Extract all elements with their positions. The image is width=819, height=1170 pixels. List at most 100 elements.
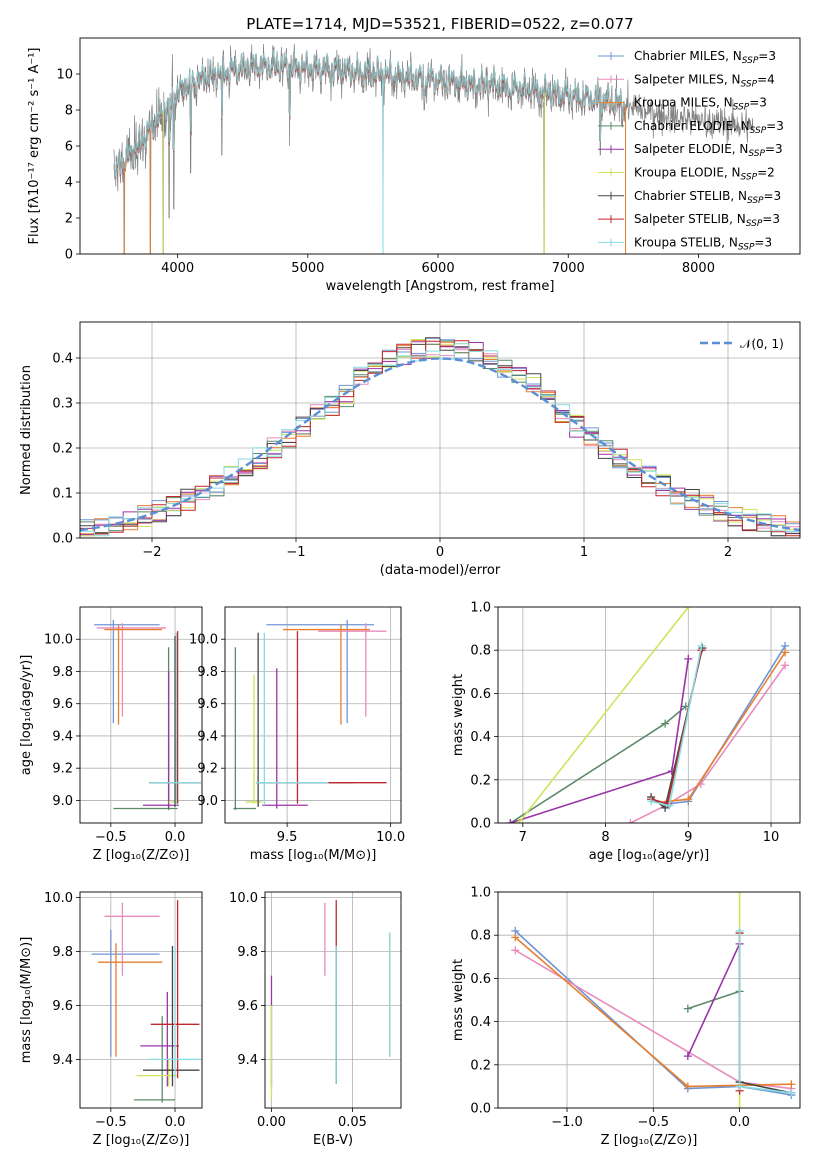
point-1 (104, 902, 160, 976)
panel-mass-vs-Z: −0.5 0.0 9.4 9.6 9.8 10.0 Z [log₁₀(Z/Z⊙)] mass … (19, 891, 203, 1148)
y-tick-label: 9.6 (197, 697, 218, 712)
point-0 (91, 929, 160, 1057)
plot-area (80, 337, 800, 537)
panel-mass-vs-EBV: 0.00 0.05 9.4 9.6 9.8 10.0 E(B-V) (229, 891, 402, 1148)
y-axis-label: Flux [fλ10⁻¹⁷ erg cm⁻² s⁻¹ A⁻¹] (27, 48, 42, 245)
y-tick-label: 1.0 (470, 601, 491, 616)
x-axis-label: age [log₁₀(age/yr)] (589, 848, 710, 863)
series-marker (506, 819, 515, 823)
x-axis-label: Z [log₁₀(Z/Z⊙)] (93, 1133, 190, 1148)
series-line-5 (518, 607, 689, 823)
x-tick-label: 0.0 (729, 1115, 750, 1130)
point-0 (94, 619, 160, 724)
y-tick-label: 9.4 (52, 729, 73, 744)
y-tick-label: 4 (65, 176, 73, 191)
y-tick-label: 10.0 (44, 891, 73, 906)
x-tick-label: 0 (436, 545, 444, 560)
x-tick-label: 10.0 (376, 830, 405, 845)
legend-label: Kroupa STELIB, NSSP=3 (634, 235, 772, 252)
panel-residuals: −2 −1 0 1 2 0.0 0.1 0.2 0.3 0.4 (data-model)/error… (19, 321, 801, 578)
series-line-8 (738, 930, 792, 1094)
series-marker (781, 648, 790, 657)
legend-label: Salpeter ELODIE, NSSP=3 (634, 142, 783, 159)
x-tick-label: 7000 (552, 261, 585, 276)
series-line-1 (630, 664, 786, 823)
y-tick-label: 0.4 (470, 1015, 491, 1030)
y-tick-label: 9.8 (197, 665, 218, 680)
legend-label: Chabrier ELODIE, NSSP=3 (634, 119, 784, 136)
y-tick-label: 10.0 (229, 891, 258, 906)
series-marker (735, 1104, 744, 1108)
y-axis-label: mass [log₁₀(M/M⊙)] (19, 937, 34, 1064)
series-marker (684, 654, 693, 663)
legend-entry: Salpeter STELIB, NSSP=3 (598, 212, 780, 229)
y-tick-label: 0.6 (470, 972, 491, 987)
y-tick-label: 9.6 (237, 999, 258, 1014)
x-tick-label: −1 (286, 545, 305, 560)
plot-area (233, 619, 387, 811)
y-tick-label: 0.0 (470, 817, 491, 832)
y-tick-label: 10.0 (189, 633, 218, 648)
legend-entry: Chabrier ELODIE, NSSP=3 (598, 119, 784, 136)
point-3 (233, 647, 257, 811)
series-line-4 (687, 943, 741, 1057)
histogram-7 (80, 340, 800, 537)
y-tick-label: 0.3 (52, 397, 73, 412)
x-axis-label: mass [log₁₀(M/M⊙)] (250, 848, 377, 863)
y-tick-label: 9.2 (52, 762, 73, 777)
series-marker (683, 1082, 692, 1091)
y-tick-label: 9.8 (237, 945, 258, 960)
y-tick-label: 0.8 (470, 929, 491, 944)
x-tick-label: −1.0 (551, 1115, 583, 1130)
series-marker (514, 819, 523, 823)
series-marker (697, 641, 706, 650)
axes-frame (497, 891, 801, 1109)
series-marker (735, 892, 744, 896)
point-8 (149, 632, 201, 806)
point-2 (104, 624, 163, 725)
panel-massweight-vs-Z: −1.0 −0.5 0.0 0.0 0.2 0.4 0.6 0.8 1.0 Z [log₁₀(Z/… (451, 886, 801, 1148)
point-2 (97, 943, 163, 1057)
axes-frame (79, 321, 801, 539)
x-tick-label: −0.5 (638, 1115, 670, 1130)
x-tick-label: 10 (763, 830, 780, 845)
x-tick-label: 8000 (682, 261, 715, 276)
y-tick-label: 0.4 (470, 730, 491, 745)
figure-title: PLATE=1714, MJD=53521, FIBERID=0522, z=0… (246, 15, 633, 33)
gaussian-curve (80, 357, 800, 532)
legend-label: Chabrier MILES, NSSP=3 (634, 49, 776, 66)
point-6 (149, 636, 201, 807)
y-axis-label: mass weight (451, 674, 466, 756)
point-5 (245, 674, 263, 804)
y-tick-label: 9.6 (52, 999, 73, 1014)
series-marker (683, 1004, 692, 1013)
legend: Chabrier MILES, NSSP=3 Salpeter MILES, NS… (598, 49, 784, 252)
legend-label: Salpeter STELIB, NSSP=3 (634, 212, 780, 229)
series-marker (511, 933, 520, 942)
point-4 (262, 668, 308, 809)
x-tick-label: −0.5 (95, 830, 127, 845)
plot-area (113, 43, 754, 254)
x-tick-label: 4000 (161, 261, 194, 276)
series-line-8 (650, 645, 703, 807)
series-marker (661, 719, 670, 728)
y-tick-label: 10 (56, 68, 73, 83)
y-tick-label: 0.2 (470, 773, 491, 788)
legend: 𝒩(0, 1) (700, 337, 784, 351)
axes-frame (79, 891, 203, 1109)
y-axis-label: mass weight (451, 959, 466, 1041)
y-tick-label: 9.2 (197, 762, 218, 777)
x-tick-label: −2 (142, 545, 161, 560)
y-tick-label: 2 (65, 212, 73, 227)
axes-frame (79, 606, 203, 824)
x-axis-label: Z [log₁₀(Z/Z⊙)] (601, 1133, 698, 1148)
panel-massweight-vs-age: 7 8 9 10 0.0 0.2 0.4 0.6 0.8 1.0 age [log₁₀(age/yr… (451, 601, 801, 863)
legend-label: Kroupa ELODIE, NSSP=2 (634, 166, 775, 183)
y-axis-label: age [log₁₀(age/yr)] (19, 655, 34, 776)
x-tick-label: 6000 (422, 261, 455, 276)
legend-label: Kroupa MILES, NSSP=3 (634, 96, 767, 113)
y-tick-label: 9.8 (52, 665, 73, 680)
y-tick-label: 6 (65, 140, 73, 155)
point-4 (142, 671, 179, 809)
x-axis-label: wavelength [Angstrom, rest frame] (326, 279, 555, 294)
